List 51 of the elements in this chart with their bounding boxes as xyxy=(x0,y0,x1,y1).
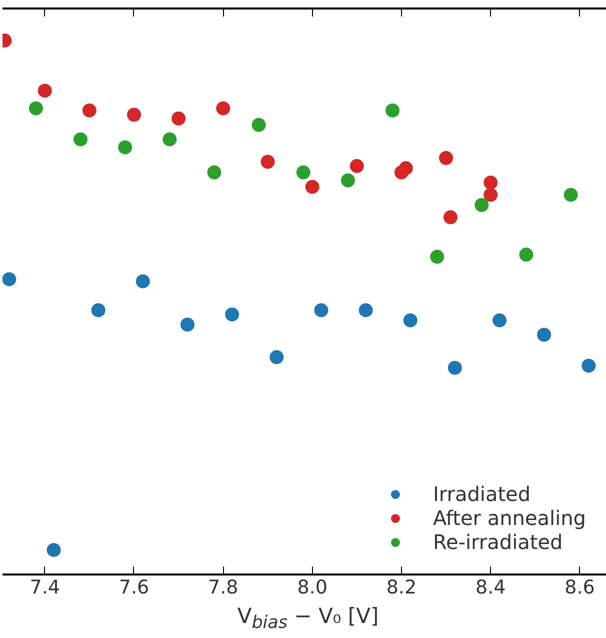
point xyxy=(474,198,489,212)
point xyxy=(564,188,578,202)
point xyxy=(403,313,418,328)
point xyxy=(439,151,454,165)
point xyxy=(270,350,284,364)
point xyxy=(358,303,373,318)
x-axis-title: V$_{bias}$ − V₀ [V] xyxy=(237,603,379,636)
point xyxy=(252,118,266,132)
point xyxy=(118,140,132,154)
point xyxy=(537,328,552,342)
point xyxy=(136,274,150,288)
point xyxy=(443,210,458,224)
point xyxy=(180,318,194,332)
legend-label: After annealing xyxy=(432,506,586,530)
point xyxy=(305,180,320,194)
point xyxy=(260,154,275,169)
legend-label: Irradiated xyxy=(432,482,531,506)
x-tick-label: 8.4 xyxy=(475,576,506,598)
point xyxy=(28,101,43,116)
point xyxy=(398,161,413,176)
point xyxy=(484,188,498,202)
x-tick-label: 7.4 xyxy=(30,576,60,598)
point xyxy=(127,108,141,122)
x-tick-label: 7.6 xyxy=(118,576,150,598)
point xyxy=(162,132,177,146)
x-tick-label: 8.0 xyxy=(297,576,328,598)
point xyxy=(46,542,61,557)
point xyxy=(314,303,328,318)
point xyxy=(74,132,88,146)
point xyxy=(38,84,52,98)
point xyxy=(519,248,534,262)
point xyxy=(484,176,498,190)
x-tick-label: 8.2 xyxy=(386,576,417,598)
point xyxy=(340,173,355,188)
point xyxy=(350,159,364,174)
point xyxy=(582,358,596,373)
point xyxy=(492,313,507,328)
point xyxy=(296,165,310,180)
point xyxy=(216,101,230,116)
point xyxy=(207,165,222,180)
x-tick-label: 7.8 xyxy=(208,576,238,598)
point xyxy=(386,104,400,118)
point xyxy=(225,307,240,322)
point xyxy=(91,303,106,318)
point xyxy=(172,112,186,126)
point xyxy=(2,272,16,286)
legend-label: Re-irradiated xyxy=(432,530,563,554)
point xyxy=(430,250,444,264)
x-tick-label: 8.6 xyxy=(564,576,595,598)
point xyxy=(82,104,96,118)
point xyxy=(448,360,462,375)
